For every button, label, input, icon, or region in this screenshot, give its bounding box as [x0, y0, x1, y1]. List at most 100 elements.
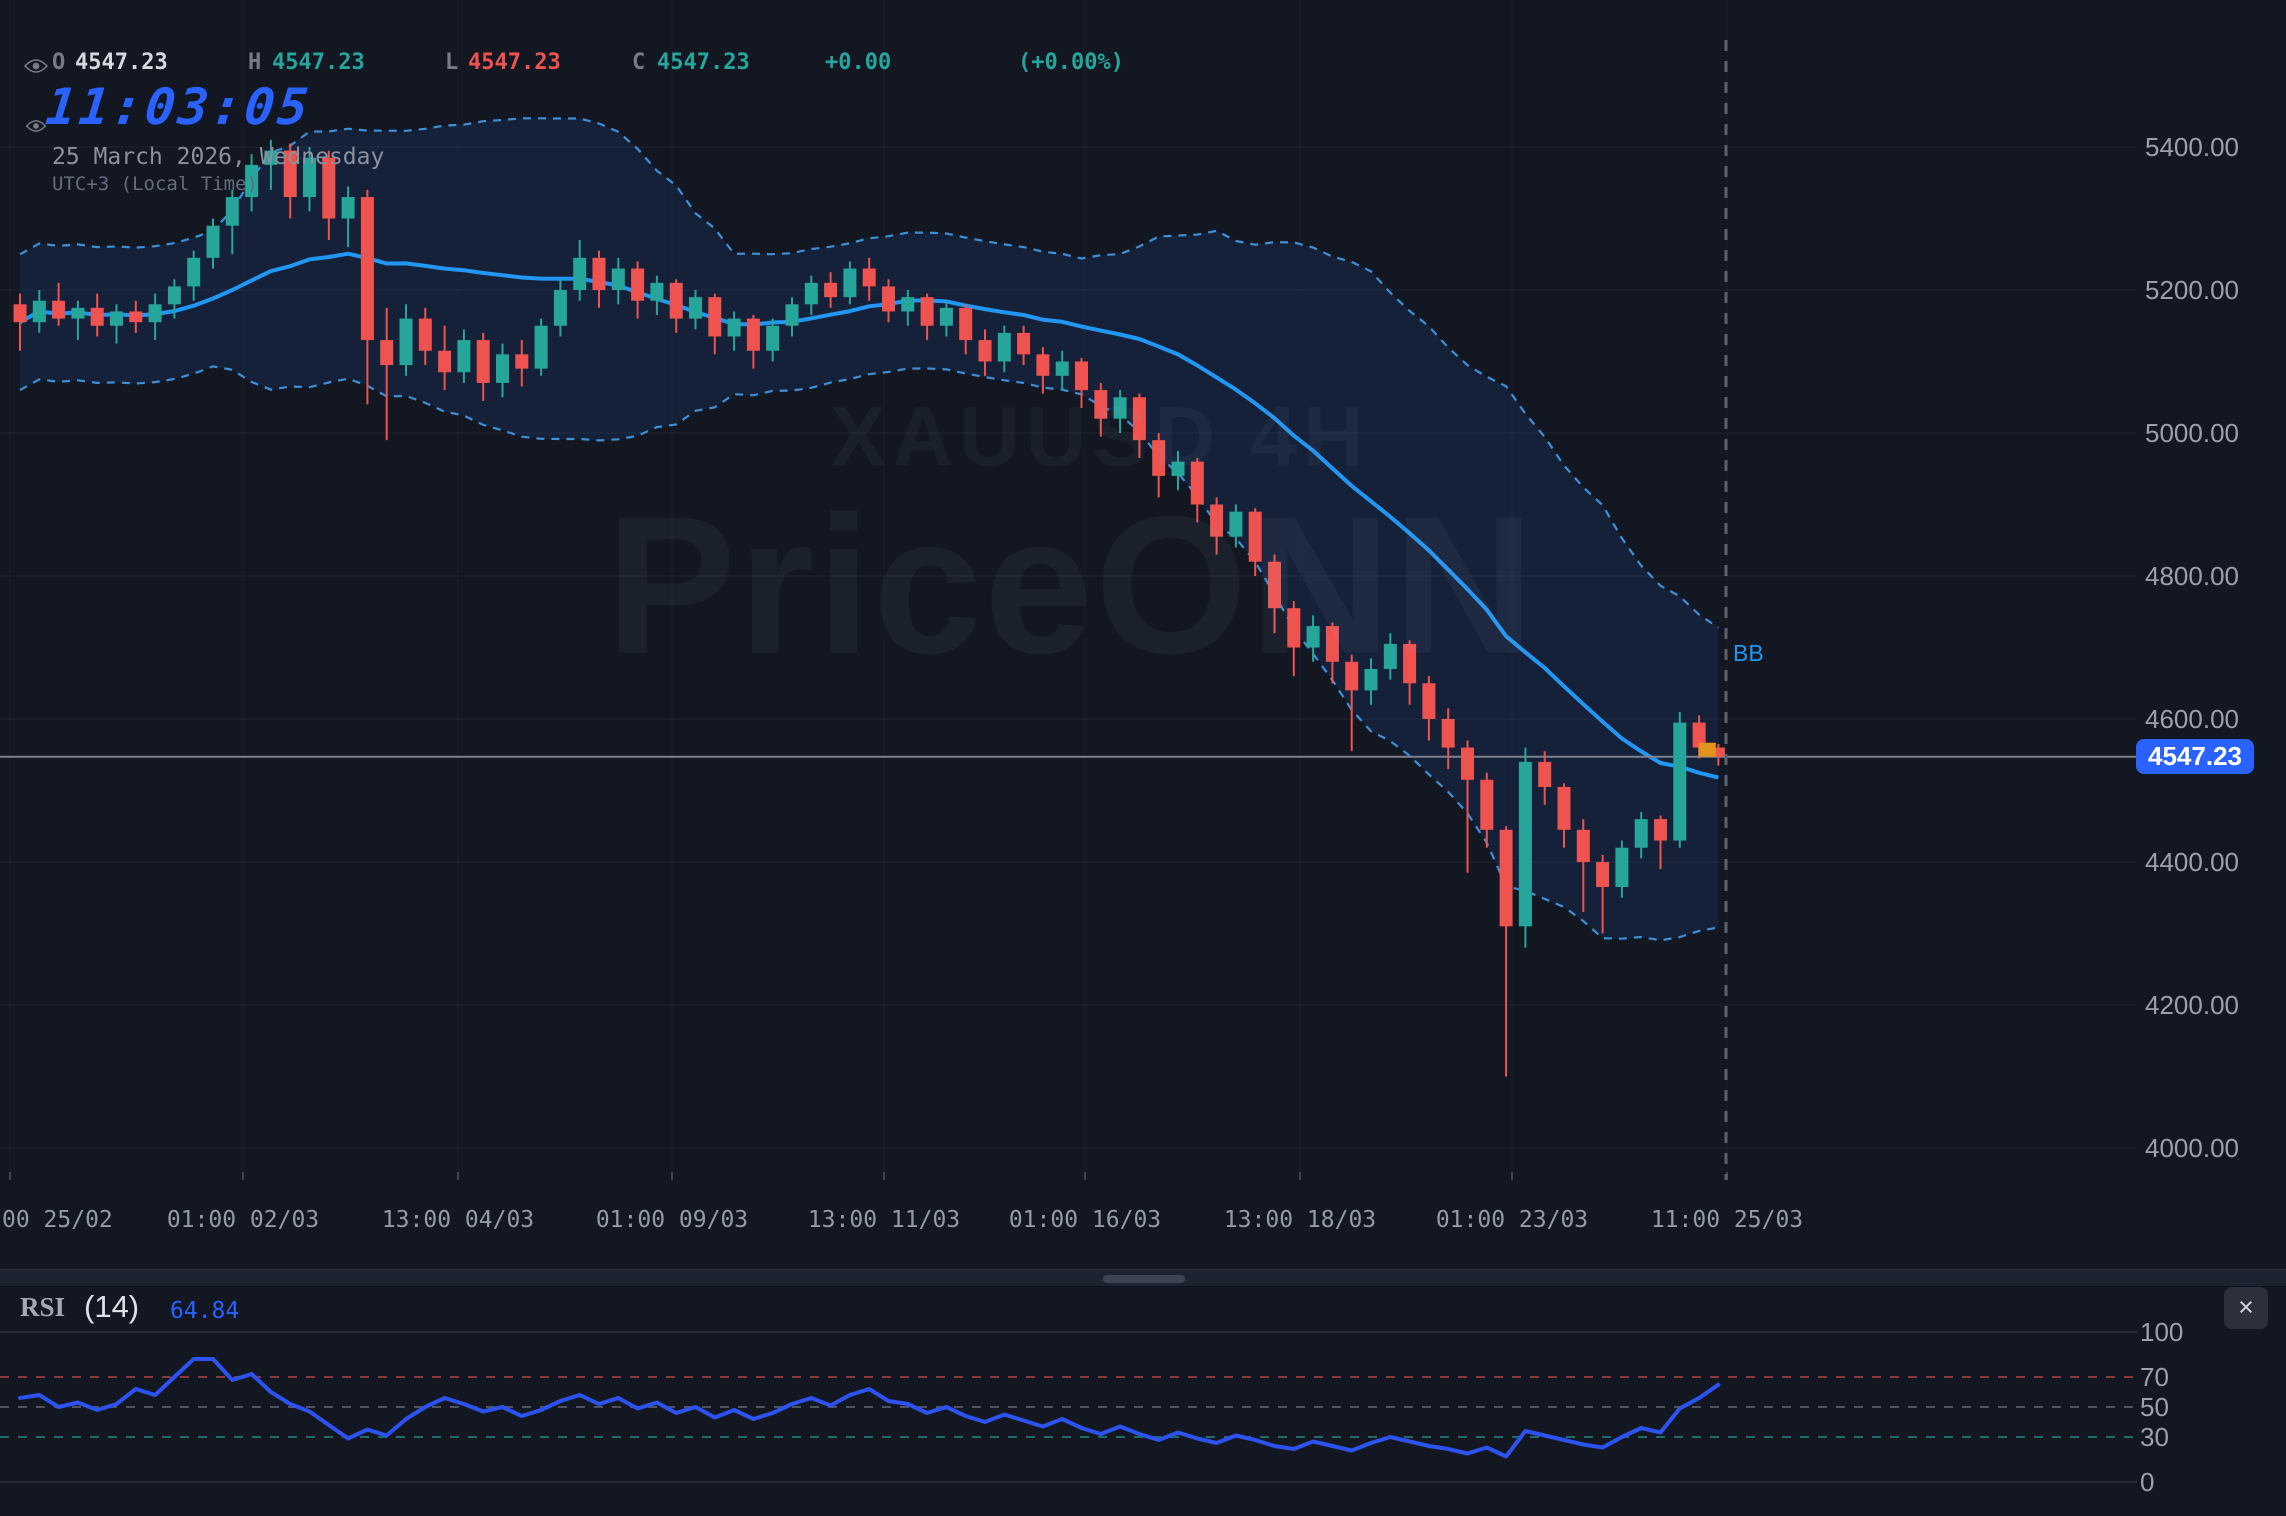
close-label: C — [632, 50, 646, 75]
candle-body — [1094, 390, 1108, 419]
close-value: 4547.23 — [657, 50, 750, 75]
candle-body — [1499, 829, 1513, 927]
candle-body — [1596, 862, 1610, 888]
candle-body — [225, 197, 239, 226]
candle-body — [978, 340, 992, 362]
price-axis-label: 4000.00 — [2145, 1133, 2239, 1163]
candle-body — [1576, 829, 1590, 862]
candle-body — [1518, 761, 1532, 927]
candle-body — [1036, 354, 1050, 376]
candle-body — [1075, 361, 1088, 391]
candle-body — [650, 282, 664, 301]
high-label: H — [248, 50, 262, 75]
time-axis-label: 13:00 04/03 — [381, 1207, 535, 1233]
candle-body — [283, 150, 297, 198]
rsi-indicator-period: (14) — [84, 1289, 140, 1324]
candle-body — [264, 150, 278, 165]
candle-body — [901, 297, 915, 312]
candle-body — [1055, 361, 1069, 376]
candle-body — [52, 300, 66, 319]
candle-body — [708, 297, 722, 337]
time-axis-label: 01:00 02/03 — [166, 1207, 320, 1233]
candle-body — [303, 157, 316, 198]
candle-body — [360, 197, 374, 341]
candle-body — [920, 297, 934, 326]
candle-body — [1113, 397, 1127, 419]
rsi-chart-canvas[interactable] — [0, 1270, 2286, 1516]
change-percent-value: (+0.00%) — [1018, 50, 1124, 75]
price-axis-label: 5400.00 — [2145, 132, 2239, 162]
candle-body — [1383, 643, 1397, 669]
candle-body — [1132, 397, 1146, 441]
low-value: 4547.23 — [468, 50, 561, 75]
candle-body — [148, 304, 162, 323]
candle-body — [843, 268, 857, 298]
price-axis-label: 5200.00 — [2145, 275, 2239, 305]
open-value: 4547.23 — [75, 50, 168, 75]
candle-body — [322, 157, 336, 219]
candle-body — [1692, 722, 1706, 748]
candle-body — [399, 318, 413, 366]
candle-body — [1248, 511, 1262, 562]
candle-body — [1422, 683, 1436, 719]
candle-body — [90, 307, 104, 326]
candle-body — [1634, 819, 1648, 848]
candle-body — [187, 257, 201, 287]
bollinger-band-fill — [20, 118, 1719, 941]
candle-body — [1017, 332, 1031, 355]
candle-body — [669, 282, 683, 319]
timezone-info: UTC+3 (Local Time) — [52, 173, 258, 195]
rsi-axis-label: 100 — [2140, 1317, 2184, 1347]
candle-body — [438, 350, 452, 373]
candle-body — [1403, 643, 1417, 684]
rsi-indicator-value: 64.84 — [170, 1298, 240, 1324]
candle-body — [824, 282, 838, 298]
candle-body — [1711, 747, 1725, 757]
candle-body — [457, 340, 471, 373]
candle-body — [341, 197, 355, 219]
candle-body — [1615, 847, 1629, 888]
time-axis-label: 01:00 16/03 — [1008, 1207, 1162, 1233]
time-axis-label: 00 25/02 — [2, 1207, 113, 1233]
candle-body — [476, 340, 490, 383]
candle-body — [1210, 504, 1224, 537]
datetime-visibility-eye-icon[interactable] — [25, 118, 51, 136]
candle-body — [245, 164, 259, 198]
candle-body — [167, 286, 181, 305]
candle-body — [515, 354, 529, 369]
candle-body — [785, 304, 799, 326]
candle-body — [13, 304, 27, 323]
candle-body — [1268, 561, 1281, 609]
rsi-close-button[interactable]: × — [2224, 1287, 2268, 1329]
candle-body — [1441, 719, 1455, 748]
candle-body — [496, 354, 509, 383]
watermark-symbol: XAUUSD 4H — [830, 389, 1370, 484]
candlestick-chart-canvas[interactable] — [0, 0, 2286, 1270]
bollinger-bands-label: BB — [1733, 640, 1764, 666]
candle-body — [1538, 761, 1552, 787]
ohlc-visibility-eye-icon[interactable] — [23, 57, 49, 75]
pane-separator[interactable] — [0, 1269, 2286, 1287]
candle-body — [882, 286, 895, 312]
candle-body — [380, 340, 394, 366]
candle-body — [1190, 461, 1204, 505]
time-axis-label: 11:00 25/03 — [1650, 1207, 1804, 1233]
candle-body — [746, 318, 760, 351]
candle-body — [129, 311, 143, 323]
rsi-axis-label: 0 — [2140, 1467, 2155, 1497]
candle-body — [1171, 461, 1185, 476]
candle-body — [1673, 722, 1687, 841]
bollinger-lower-band — [19, 365, 1719, 942]
candle-body — [1152, 440, 1166, 476]
change-value: +0.00 — [825, 50, 892, 75]
candle-body — [631, 268, 645, 301]
candle-body — [997, 332, 1011, 362]
rsi-indicator-title: RSI — [20, 1292, 66, 1322]
order-marker-icon[interactable] — [1698, 742, 1716, 757]
candle-body — [611, 268, 625, 290]
candle-body — [1364, 668, 1378, 691]
candle-body — [1306, 626, 1320, 648]
candle-body — [959, 307, 973, 341]
pane-resize-handle-icon[interactable] — [1103, 1275, 1185, 1283]
